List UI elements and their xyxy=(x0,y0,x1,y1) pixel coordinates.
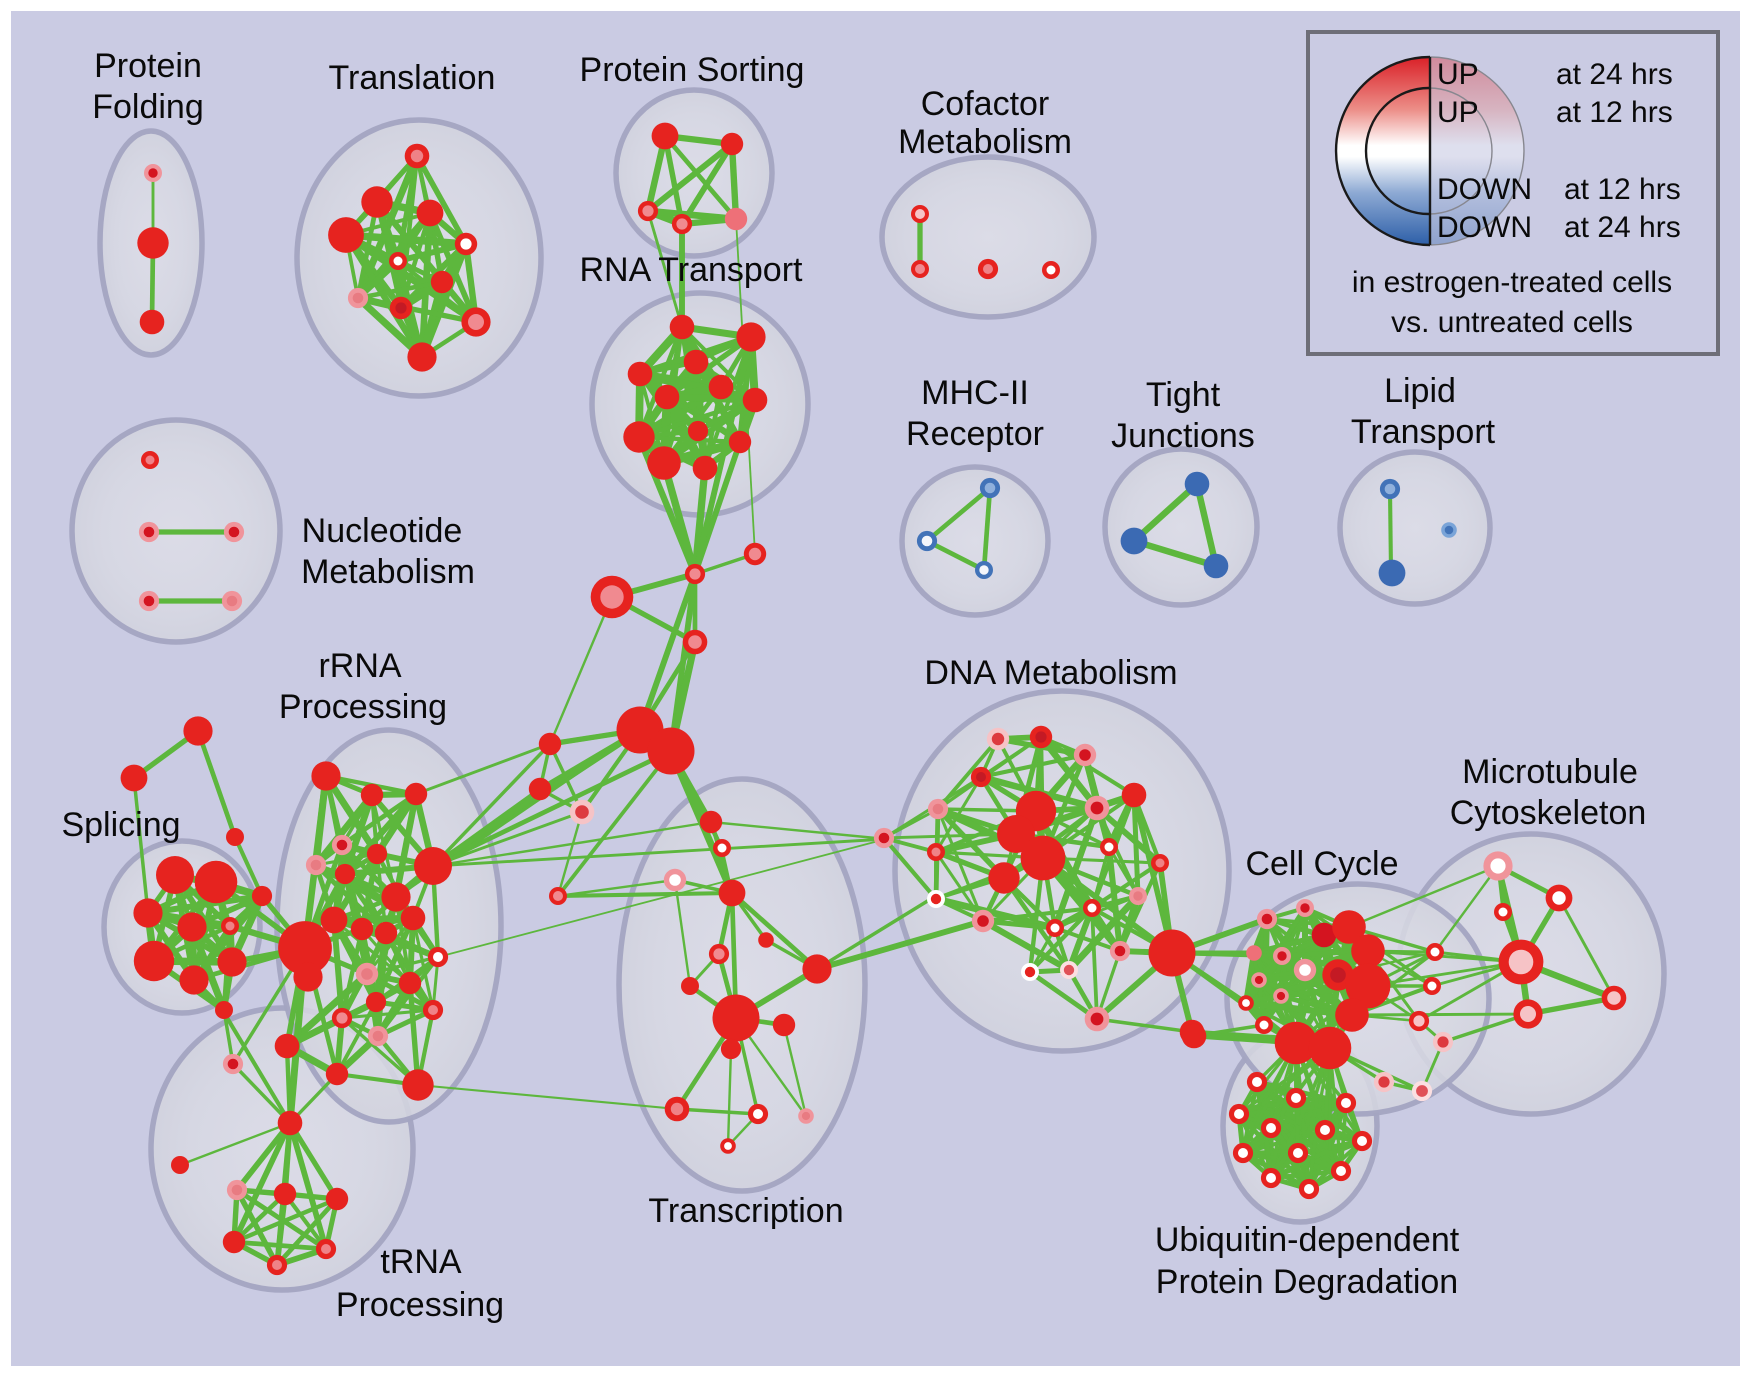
svg-text:at 24 hrs: at 24 hrs xyxy=(1556,58,1673,91)
svg-text:Processing: Processing xyxy=(279,688,447,726)
svg-text:DOWN: DOWN xyxy=(1437,173,1532,206)
svg-text:DNA Metabolism: DNA Metabolism xyxy=(924,654,1177,692)
svg-text:DOWN: DOWN xyxy=(1437,211,1532,244)
svg-text:Processing: Processing xyxy=(336,1286,504,1324)
svg-text:Protein: Protein xyxy=(94,47,202,85)
svg-text:rRNA: rRNA xyxy=(318,647,401,685)
svg-text:UP: UP xyxy=(1437,96,1479,129)
svg-text:Ubiquitin-dependent: Ubiquitin-dependent xyxy=(1155,1221,1460,1259)
svg-text:Protein Sorting: Protein Sorting xyxy=(580,51,805,89)
svg-text:Tight: Tight xyxy=(1146,376,1221,414)
svg-text:Microtubule: Microtubule xyxy=(1462,753,1638,791)
svg-text:Transcription: Transcription xyxy=(648,1192,843,1230)
svg-text:UP: UP xyxy=(1437,58,1479,91)
svg-text:Receptor: Receptor xyxy=(906,415,1044,453)
svg-text:MHC-II: MHC-II xyxy=(921,374,1029,412)
svg-text:Nucleotide: Nucleotide xyxy=(302,512,463,550)
svg-text:at 12 hrs: at 12 hrs xyxy=(1556,96,1673,129)
svg-text:at 12 hrs: at 12 hrs xyxy=(1564,173,1681,206)
svg-text:Splicing: Splicing xyxy=(61,806,180,844)
svg-text:Protein Degradation: Protein Degradation xyxy=(1156,1263,1458,1301)
svg-text:Cofactor: Cofactor xyxy=(921,85,1050,123)
svg-text:Transport: Transport xyxy=(1351,413,1496,451)
svg-text:Metabolism: Metabolism xyxy=(898,123,1072,161)
svg-text:RNA Transport: RNA Transport xyxy=(580,251,804,289)
svg-text:in estrogen-treated cells: in estrogen-treated cells xyxy=(1352,266,1672,299)
svg-text:Junctions: Junctions xyxy=(1111,417,1255,455)
svg-text:Folding: Folding xyxy=(92,88,204,126)
svg-text:Translation: Translation xyxy=(329,59,496,97)
svg-text:tRNA: tRNA xyxy=(380,1243,462,1281)
svg-text:Lipid: Lipid xyxy=(1384,372,1456,410)
svg-text:Cell Cycle: Cell Cycle xyxy=(1245,845,1398,883)
svg-text:Cytoskeleton: Cytoskeleton xyxy=(1450,794,1647,832)
svg-text:Metabolism: Metabolism xyxy=(301,553,475,591)
svg-text:vs. untreated cells: vs. untreated cells xyxy=(1391,306,1633,339)
svg-text:at 24 hrs: at 24 hrs xyxy=(1564,211,1681,244)
